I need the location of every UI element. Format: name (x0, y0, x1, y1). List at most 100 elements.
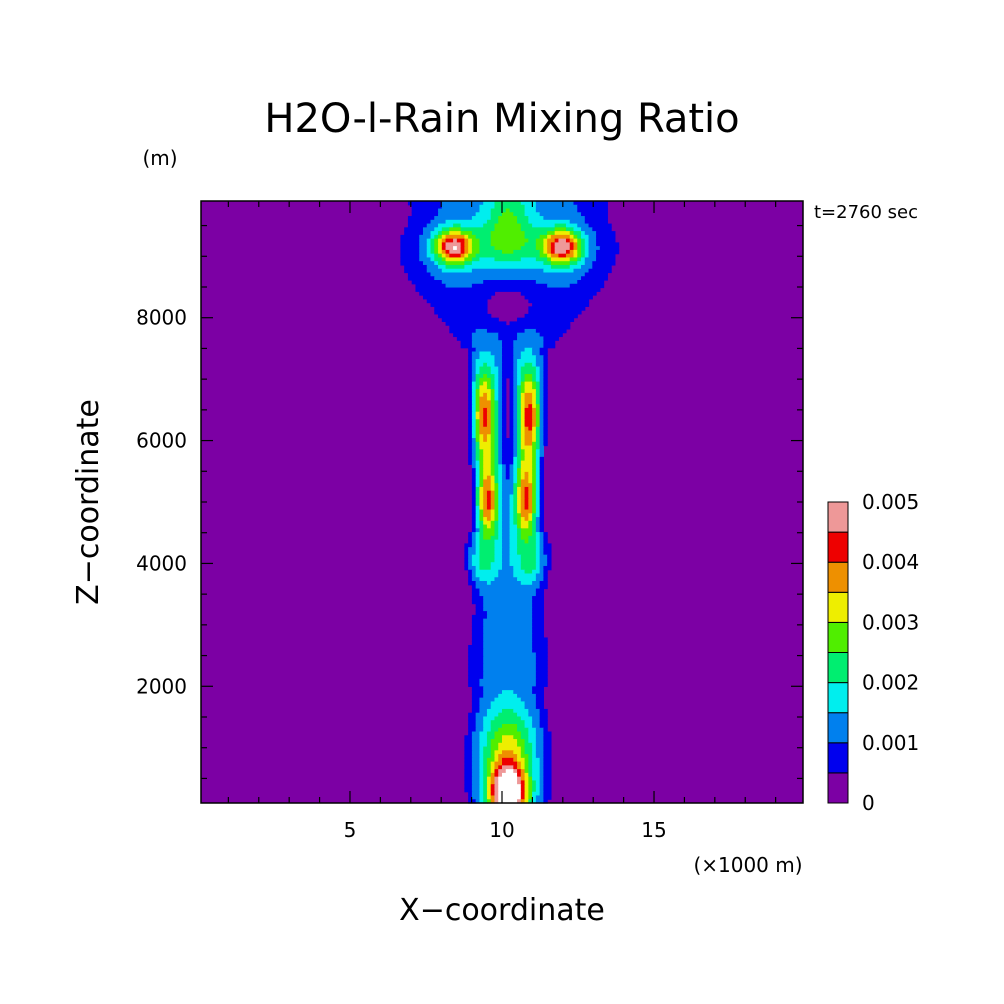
contour-cell (471, 430, 477, 435)
contour-cell (543, 739, 552, 744)
contour-cell (475, 490, 481, 496)
contour-cell (498, 746, 522, 751)
contour-cell (490, 460, 496, 465)
contour-cell (483, 769, 488, 774)
contour-cell (554, 246, 571, 251)
contour-cell (543, 366, 548, 371)
contour-cell (535, 656, 548, 661)
contour-cell (584, 231, 597, 236)
contour-cell (539, 396, 544, 402)
contour-cell (468, 385, 473, 390)
contour-cell (483, 381, 488, 386)
contour-cell (532, 791, 541, 797)
contour-cell (494, 377, 499, 383)
contour-cell (532, 381, 537, 386)
contour-cell (539, 385, 544, 390)
contour-cell (475, 581, 488, 586)
contour-cell (438, 208, 481, 213)
contour-cell (502, 517, 511, 522)
contour-cell (539, 490, 544, 496)
contour-cell (513, 438, 518, 443)
contour-cell (532, 603, 544, 608)
contour-cell (573, 246, 578, 251)
contour-cell (539, 486, 544, 492)
contour-cell (438, 253, 443, 259)
contour-cell (468, 381, 473, 386)
contour-cell (468, 434, 473, 439)
contour-cell (539, 422, 544, 428)
contour-cell (483, 422, 488, 428)
contour-cell (573, 234, 578, 240)
contour-cell (464, 761, 473, 766)
contour-cell (490, 351, 503, 356)
contour-cell (543, 340, 556, 345)
contour-cell (517, 532, 522, 537)
contour-cell (535, 663, 548, 669)
contour-cell (532, 784, 537, 789)
contour-cell (490, 799, 496, 804)
contour-cell (524, 441, 533, 447)
contour-cell (483, 776, 488, 782)
contour-cell (517, 479, 522, 484)
contour-cell (543, 355, 548, 360)
contour-cell (475, 573, 499, 578)
contour-cell (528, 486, 533, 492)
contour-cell (517, 739, 526, 744)
contour-cell (520, 772, 526, 778)
contour-cell (539, 381, 544, 386)
contour-cell (486, 731, 496, 736)
contour-cell (434, 306, 488, 311)
contour-cell (513, 464, 518, 469)
contour-cell (524, 385, 533, 390)
contour-cell (479, 505, 484, 511)
contour-cell (490, 392, 496, 398)
contour-cell (468, 362, 473, 368)
contour-cell (584, 261, 593, 266)
contour-cell (471, 216, 492, 221)
contour-cell (524, 347, 533, 353)
contour-cell (479, 415, 484, 420)
contour-cell (471, 283, 548, 289)
contour-cell (498, 381, 503, 386)
contour-cell (494, 426, 499, 432)
contour-cell (509, 550, 518, 556)
contour-cell (494, 400, 499, 405)
contour-cell (483, 453, 492, 458)
contour-cell (588, 242, 597, 247)
contour-cell (494, 471, 499, 477)
contour-cell (528, 776, 533, 782)
contour-cell (535, 592, 544, 597)
contour-cell (486, 757, 496, 763)
contour-cell (471, 377, 477, 383)
time-label: t=2760 sec (814, 202, 918, 223)
contour-cell (535, 456, 541, 462)
contour-cell (502, 370, 514, 375)
contour-cell (479, 483, 484, 488)
contour-cell (486, 434, 492, 439)
contour-cell (471, 535, 477, 541)
contour-cell (517, 468, 522, 473)
contour-cell (547, 253, 552, 259)
contour-cell (513, 517, 518, 522)
contour-cell (532, 475, 537, 481)
contour-cell (483, 799, 488, 804)
contour-cell (520, 419, 526, 424)
contour-cell (479, 475, 484, 481)
contour-cell (494, 460, 499, 465)
contour-cell (494, 419, 499, 424)
contour-cell (471, 690, 484, 695)
contour-cell (543, 532, 548, 537)
contour-cell (471, 784, 481, 789)
contour-cell (490, 234, 526, 240)
contour-cell (535, 453, 541, 458)
contour-cell (471, 460, 477, 465)
contour-cell (434, 257, 443, 262)
contour-cell (524, 471, 529, 477)
contour-cell (464, 776, 473, 782)
contour-cell (475, 723, 484, 729)
contour-cell (509, 208, 526, 213)
contour-cell (483, 663, 537, 669)
contour-cell (502, 483, 514, 488)
contour-cell (577, 208, 608, 213)
contour-cell (517, 464, 522, 469)
